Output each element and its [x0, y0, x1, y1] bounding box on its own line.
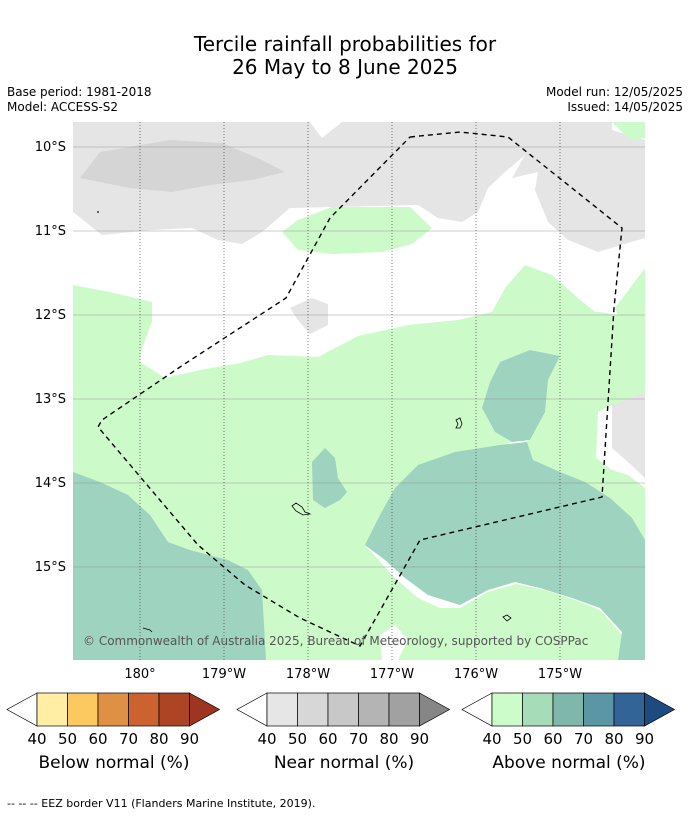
legend-tick-label: 60 [318, 730, 337, 748]
legend-extend-low [236, 692, 268, 727]
latitude-labels: 10°S 11°S 12°S 13°S 14°S 15°S [35, 140, 66, 575]
above-normal-region [282, 207, 432, 254]
legend-swatch [358, 692, 390, 727]
legend-swatch [158, 692, 190, 727]
island [455, 417, 463, 429]
lat-label: 10°S [35, 140, 66, 155]
above-normal-60-region [73, 472, 266, 660]
lat-label: 13°S [35, 392, 66, 407]
legend-swatch [388, 692, 420, 727]
lon-label: 179°W [202, 667, 246, 682]
issued-label: Issued: 14/05/2025 [567, 100, 683, 114]
island [142, 627, 153, 633]
legend-tick-label: 50 [513, 730, 532, 748]
legend-tick-label: 50 [58, 730, 77, 748]
island-dot [97, 211, 99, 213]
legend-tick-label: 40 [27, 730, 46, 748]
latitude-gridlines [73, 146, 645, 568]
above-normal-region [612, 122, 645, 140]
lat-label: 15°S [35, 560, 66, 575]
no-signal-region [380, 625, 408, 660]
island [291, 502, 312, 516]
legend-tick-label: 80 [379, 730, 398, 748]
legend-extend-high [419, 692, 451, 727]
legend-swatch [36, 692, 68, 727]
map-area: © Commonwealth of Australia 2025, Bureau… [73, 122, 645, 660]
near-normal-region [290, 298, 328, 334]
legend-tick-label: 80 [604, 730, 623, 748]
meta-left: Base period: 1981-2018 Model: ACCESS-S2 [7, 85, 152, 115]
lon-label: 175°W [538, 667, 582, 682]
lat-label: 14°S [35, 476, 66, 491]
lon-label: 176°W [454, 667, 498, 682]
legend-tick-label: 90 [180, 730, 199, 748]
copyright-text: © Commonwealth of Australia 2025, Bureau… [83, 634, 588, 648]
legend-tick-label: 50 [288, 730, 307, 748]
island [502, 614, 512, 622]
legend-tick-label: 90 [410, 730, 429, 748]
lon-label: 178°W [286, 667, 330, 682]
legend-swatch [128, 692, 160, 727]
near-normal-50-region [80, 140, 285, 192]
legend-swatch [613, 692, 645, 727]
meta-right: Model run: 12/05/2025 Issued: 14/05/2025 [546, 85, 683, 115]
model-label: Model: ACCESS-S2 [7, 100, 119, 114]
longitude-labels: 180° 179°W 178°W 177°W 176°W 175°W [124, 667, 582, 682]
above-normal-60-region [482, 350, 560, 442]
legend-swatch [327, 692, 359, 727]
lat-label: 11°S [35, 224, 66, 239]
model-run-label: Model run: 12/05/2025 [545, 85, 683, 99]
legend-tick-label: 90 [635, 730, 654, 748]
legend-swatch [297, 692, 329, 727]
legend-swatch [266, 692, 298, 727]
legend-tick-label: 40 [257, 730, 276, 748]
legend-extend-high [644, 692, 676, 727]
lon-label: 177°W [370, 667, 414, 682]
legend-extend-low [461, 692, 493, 727]
map-title-line-2: 26 May to 8 June 2025 [232, 55, 458, 79]
legend-swatch [583, 692, 615, 727]
legend-group: 40 50 60 70 80 90 40 50 60 70 80 90 40 50 60 70 80 90 [6, 692, 676, 748]
legend-title-near-normal: Near normal (%) [273, 753, 415, 773]
legend-extend-low [6, 692, 38, 727]
legend-swatch [552, 692, 584, 727]
legend-tick-label: 70 [574, 730, 593, 748]
above-normal-60-region [365, 442, 645, 660]
near-normal-region [612, 392, 645, 478]
legend-tick-label: 70 [119, 730, 138, 748]
no-signal-region [594, 290, 618, 315]
map-title-line-1: Tercile rainfall probabilities for [193, 32, 497, 56]
probability-map: © Commonwealth of Australia 2025, Bureau… [6, 122, 676, 748]
legend-tick-label: 60 [88, 730, 107, 748]
legend-extend-high [189, 692, 221, 727]
above-normal-60-region [312, 448, 347, 508]
eez-footnote: -- -- -- EEZ border V11 (Flanders Marine… [7, 797, 316, 810]
eez-border [97, 131, 623, 647]
legend-swatch [491, 692, 523, 727]
base-period-label: Base period: 1981-2018 [7, 85, 152, 99]
legend-tick-label: 70 [349, 730, 368, 748]
legend-title-below-normal: Below normal (%) [38, 753, 190, 773]
legend-title-above-normal: Above normal (%) [492, 753, 646, 773]
legend-tick-label: 60 [543, 730, 562, 748]
lon-label: 180° [124, 667, 155, 682]
legend-tick-label: 40 [482, 730, 501, 748]
legend-swatch [522, 692, 554, 727]
lat-label: 12°S [35, 308, 66, 323]
legend-swatch [97, 692, 129, 727]
legend-tick-label: 80 [149, 730, 168, 748]
legend-swatch [67, 692, 99, 727]
